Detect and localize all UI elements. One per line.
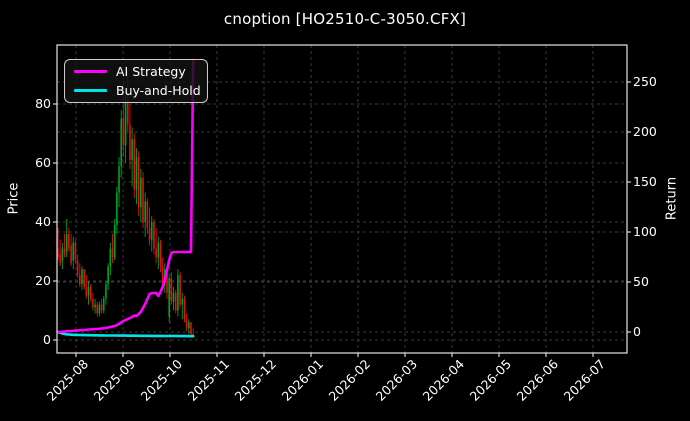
candle-body bbox=[153, 222, 155, 249]
plot-frame bbox=[56, 44, 628, 354]
candle-body bbox=[87, 286, 90, 296]
candle-body bbox=[111, 248, 114, 258]
candle-body bbox=[85, 286, 88, 296]
candle-body bbox=[116, 192, 118, 225]
candle-body bbox=[150, 222, 153, 240]
candle-body bbox=[177, 275, 179, 311]
candle-body bbox=[70, 245, 72, 264]
gridlines bbox=[57, 45, 627, 353]
candle-body bbox=[142, 177, 144, 222]
candle-body bbox=[192, 334, 194, 336]
candle-body bbox=[74, 242, 77, 261]
candle-body bbox=[174, 292, 177, 311]
candle-body bbox=[109, 248, 112, 267]
candle-body bbox=[181, 298, 184, 305]
candle-body bbox=[113, 224, 116, 258]
candle-body bbox=[172, 292, 175, 302]
candle-body bbox=[188, 322, 190, 329]
candle-body bbox=[168, 278, 170, 317]
candle-body bbox=[72, 242, 75, 261]
candle-body bbox=[157, 242, 160, 258]
candle-body bbox=[96, 304, 99, 314]
candle-body bbox=[129, 124, 131, 161]
candle-body bbox=[63, 248, 66, 255]
candle-body bbox=[79, 275, 81, 284]
legend-label: Buy-and-Hold bbox=[116, 83, 201, 99]
candle-body bbox=[159, 242, 162, 267]
candle-body bbox=[144, 201, 146, 222]
candle-body bbox=[135, 157, 138, 190]
candle-body bbox=[126, 101, 129, 125]
ai-strategy-line bbox=[56, 58, 195, 334]
candle-body bbox=[122, 118, 125, 146]
candle-body bbox=[185, 319, 188, 329]
candle-body bbox=[118, 165, 120, 193]
candle-body bbox=[107, 266, 109, 284]
candle-body bbox=[83, 269, 85, 287]
buy-and-hold-line bbox=[56, 330, 195, 338]
candle-body bbox=[65, 233, 68, 252]
candle-body bbox=[94, 304, 96, 308]
candle-body bbox=[161, 266, 164, 281]
candle-body bbox=[124, 101, 127, 146]
candle-body bbox=[179, 275, 181, 305]
tick-marks bbox=[53, 81, 631, 357]
candle-body bbox=[92, 298, 94, 308]
candle-body bbox=[183, 298, 186, 320]
candle-body bbox=[133, 139, 136, 190]
candle-body bbox=[59, 254, 61, 264]
candle-body bbox=[148, 227, 151, 240]
ai-strategy-line-swatch bbox=[74, 69, 107, 73]
candle-body bbox=[100, 304, 103, 311]
candle-body bbox=[166, 269, 168, 293]
candlestick-series bbox=[57, 71, 194, 338]
candle-body bbox=[140, 177, 142, 208]
legend-item-buy-and-hold: Buy-and-Hold bbox=[65, 82, 207, 100]
candle-body bbox=[170, 278, 173, 302]
candle-body bbox=[137, 157, 140, 208]
candle-body bbox=[76, 260, 79, 276]
legend-item-ai-strategy: AI Strategy bbox=[65, 62, 207, 80]
candle-body bbox=[68, 233, 70, 249]
candle-body bbox=[131, 139, 133, 161]
legend-label: AI Strategy bbox=[116, 63, 186, 79]
candle-body bbox=[102, 298, 105, 311]
candle-body bbox=[81, 269, 83, 284]
buy-and-hold-line-swatch bbox=[74, 89, 107, 93]
candle-body bbox=[98, 304, 101, 314]
candle-body bbox=[89, 286, 92, 299]
candle-body bbox=[190, 322, 192, 335]
candle-body bbox=[57, 248, 59, 258]
candle-body bbox=[120, 118, 123, 166]
candle-body bbox=[155, 248, 157, 258]
legend: AI Strategy Buy-and-Hold bbox=[64, 59, 208, 103]
candle-body bbox=[146, 201, 149, 228]
candle-body bbox=[105, 283, 107, 299]
candle-body bbox=[61, 248, 64, 261]
